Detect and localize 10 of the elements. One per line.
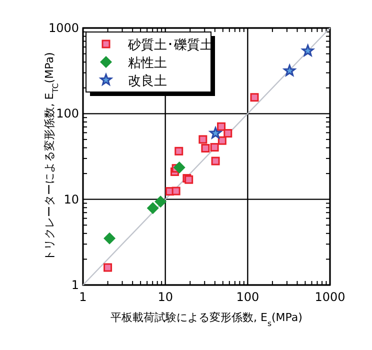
x-tick-label: 100 xyxy=(236,290,260,304)
y-tick-label: 100 xyxy=(56,106,79,121)
x-axis-title: 平板載荷試験による変形係数, E$_{s}$(MPa) xyxy=(110,311,302,328)
y-tick-label: 10 xyxy=(64,192,79,206)
y-tick-label: 1000 xyxy=(48,21,79,35)
legend-label: 粘性土 xyxy=(128,56,167,71)
legend-label: 改良土 xyxy=(128,74,167,89)
x-tick-label: 1000 xyxy=(314,290,346,304)
x-tick-label: 10 xyxy=(158,290,173,304)
y-tick-label: 1 xyxy=(71,278,79,292)
